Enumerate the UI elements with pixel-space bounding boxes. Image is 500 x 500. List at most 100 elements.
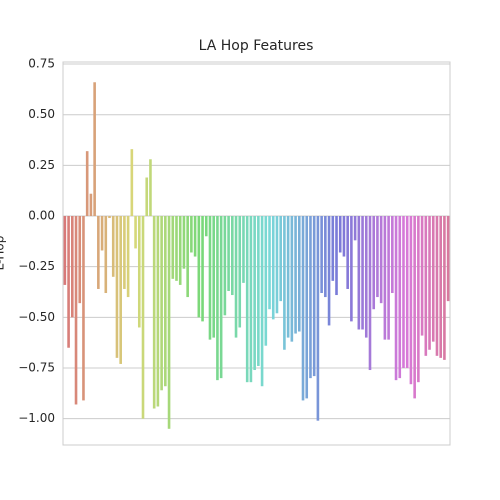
bar (260, 216, 264, 387)
y-tick-label: −0.75 (18, 360, 55, 374)
bar (257, 216, 260, 366)
bar (275, 216, 279, 314)
bar (164, 216, 167, 387)
bar (286, 216, 290, 338)
bar (197, 216, 201, 318)
bar (446, 216, 450, 302)
bar (145, 177, 149, 217)
bar (324, 216, 327, 298)
plot-frame (62, 61, 451, 446)
y-tick-label: 0.50 (28, 107, 55, 121)
bar (428, 216, 431, 350)
bar (312, 216, 316, 377)
bar (156, 216, 160, 407)
bar (268, 216, 271, 310)
bar (368, 216, 372, 371)
bar (137, 216, 141, 328)
bar (111, 216, 115, 277)
bar (402, 216, 405, 368)
y-tick-label: 0.25 (28, 158, 55, 172)
bar (346, 216, 349, 289)
bar (97, 216, 100, 289)
bar (335, 216, 338, 296)
bar (234, 216, 238, 338)
bar (331, 216, 335, 281)
bar (141, 216, 145, 419)
bar (409, 216, 413, 385)
bar (115, 216, 119, 358)
bar (178, 216, 182, 285)
bar (242, 216, 245, 283)
bar (353, 216, 357, 241)
bar (413, 216, 416, 399)
bar (424, 216, 428, 356)
bar (71, 216, 74, 318)
bar (309, 216, 312, 379)
bar (238, 216, 242, 328)
bar (350, 216, 353, 322)
bar (264, 216, 268, 346)
y-tick-label: 0.75 (28, 57, 55, 71)
bar (316, 216, 320, 421)
bar (149, 159, 152, 217)
bar (134, 216, 137, 249)
bar (391, 216, 394, 294)
bar (175, 216, 178, 281)
bar (398, 216, 402, 379)
bar (283, 216, 286, 350)
bar (294, 216, 297, 334)
bar (227, 216, 230, 291)
y-tick-label: −0.25 (18, 259, 55, 273)
bar (219, 216, 223, 379)
bar (279, 216, 282, 302)
bar (383, 216, 387, 340)
bar (201, 216, 204, 322)
bar (290, 216, 294, 342)
bar (193, 216, 197, 257)
bar (126, 216, 130, 298)
chart-title: LA Hop Features (199, 38, 314, 54)
bar (152, 216, 156, 409)
bar (379, 216, 383, 304)
bar (63, 216, 67, 285)
y-tick-label: −1.00 (18, 411, 55, 425)
bar (100, 216, 104, 251)
bar (245, 216, 249, 383)
bar (372, 216, 376, 310)
bar (104, 216, 108, 294)
bar (108, 216, 111, 219)
y-axis-label: L-Hop (0, 236, 7, 271)
bar (431, 216, 435, 342)
bar (123, 216, 126, 289)
bar (249, 216, 253, 383)
bar (182, 216, 186, 269)
bar (82, 216, 85, 401)
bar (190, 216, 193, 253)
bar (271, 216, 275, 320)
y-tick-label: −0.50 (18, 310, 55, 324)
bar (338, 216, 342, 253)
bar (85, 151, 89, 217)
bar (305, 216, 309, 399)
bar (204, 216, 208, 237)
bar (119, 216, 122, 364)
bar (435, 216, 439, 356)
bar (327, 216, 331, 326)
bar (364, 216, 368, 338)
bar (443, 216, 446, 360)
bar (253, 216, 256, 371)
bar (167, 216, 171, 429)
bar (212, 216, 216, 338)
bar (342, 216, 346, 257)
bar (130, 149, 134, 217)
bar (417, 216, 420, 383)
bar (405, 216, 409, 368)
bar (357, 216, 361, 330)
bar (320, 216, 323, 294)
bar (160, 216, 163, 391)
bar (376, 216, 379, 298)
bar (223, 216, 227, 316)
bar (208, 216, 212, 340)
bar (216, 216, 219, 381)
